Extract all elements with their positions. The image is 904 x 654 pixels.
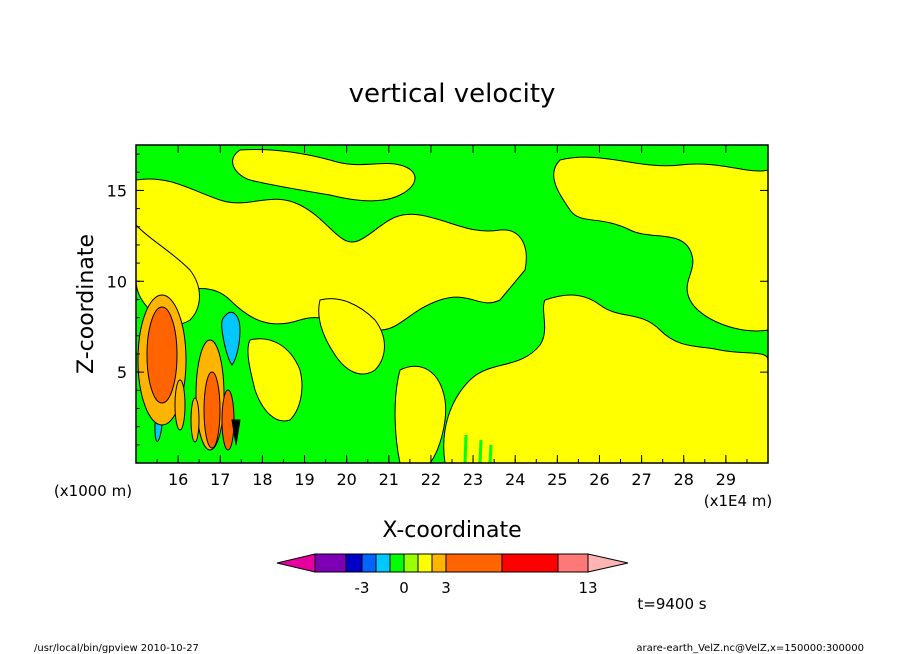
colorbar-seg-2 (345, 553, 363, 573)
positive-regions (136, 149, 768, 463)
x-axis-ticks: 16 17 18 19 20 21 22 23 24 25 26 27 28 29 (156, 145, 748, 489)
green-streaks (303, 379, 493, 463)
colorbar-seg-11 (557, 553, 589, 573)
y-tick-label-10: 10 (107, 272, 127, 291)
colorbar-label-0: -3 (355, 579, 370, 597)
x-tick-label-22: 22 (421, 470, 441, 489)
y-unit-label: (x1000 m) (54, 482, 132, 500)
x-axis-label: X-coordinate (382, 518, 521, 543)
colorbar-seg-9 (445, 553, 503, 573)
updraft-cells (137, 294, 241, 451)
x-tick-label-17: 17 (210, 470, 230, 489)
colorbar-seg-4 (375, 553, 391, 573)
colorbar-seg-3 (361, 553, 377, 573)
x-tick-label-23: 23 (463, 470, 483, 489)
x-tick-label-21: 21 (379, 470, 399, 489)
colorbar-seg-1 (314, 553, 347, 573)
x-tick-label-28: 28 (674, 470, 694, 489)
colorbar-seg-10 (501, 553, 559, 573)
chart-title: vertical velocity (349, 79, 556, 109)
x-tick-label-26: 26 (589, 470, 609, 489)
colorbar-seg-7 (417, 553, 433, 573)
y-tick-label-15: 15 (107, 181, 127, 200)
footer-right: arare-earth_VelZ.nc@VelZ,x=150000:300000 (636, 643, 864, 654)
x-tick-label-18: 18 (252, 470, 272, 489)
colorbar-seg-0 (276, 553, 316, 573)
x-tick-label-29: 29 (716, 470, 736, 489)
colorbar-seg-6 (403, 553, 419, 573)
colorbar-label-3: 13 (578, 579, 597, 597)
x-tick-label-24: 24 (505, 470, 525, 489)
colorbar-seg-8 (431, 553, 447, 573)
colorbar: -3 0 3 13 (276, 553, 629, 597)
colorbar-label-1: 0 (399, 579, 409, 597)
footer-left: /usr/local/bin/gpview 2010-10-27 (34, 643, 199, 654)
x-tick-label-19: 19 (294, 470, 314, 489)
y-axis-ticks: 5 10 15 (107, 153, 768, 446)
colorbar-label-2: 3 (441, 579, 451, 597)
y-tick-label-5: 5 (117, 363, 127, 382)
time-label: t=9400 s (637, 595, 706, 613)
x-tick-label-27: 27 (631, 470, 651, 489)
colorbar-seg-5 (389, 553, 405, 573)
x-tick-label-20: 20 (336, 470, 356, 489)
x-tick-label-16: 16 (168, 470, 188, 489)
x-tick-label-25: 25 (547, 470, 567, 489)
contour-field (136, 145, 768, 463)
y-axis-label: Z-coordinate (74, 234, 99, 374)
colorbar-seg-12 (587, 553, 629, 573)
x-unit-label: (x1E4 m) (704, 492, 773, 510)
